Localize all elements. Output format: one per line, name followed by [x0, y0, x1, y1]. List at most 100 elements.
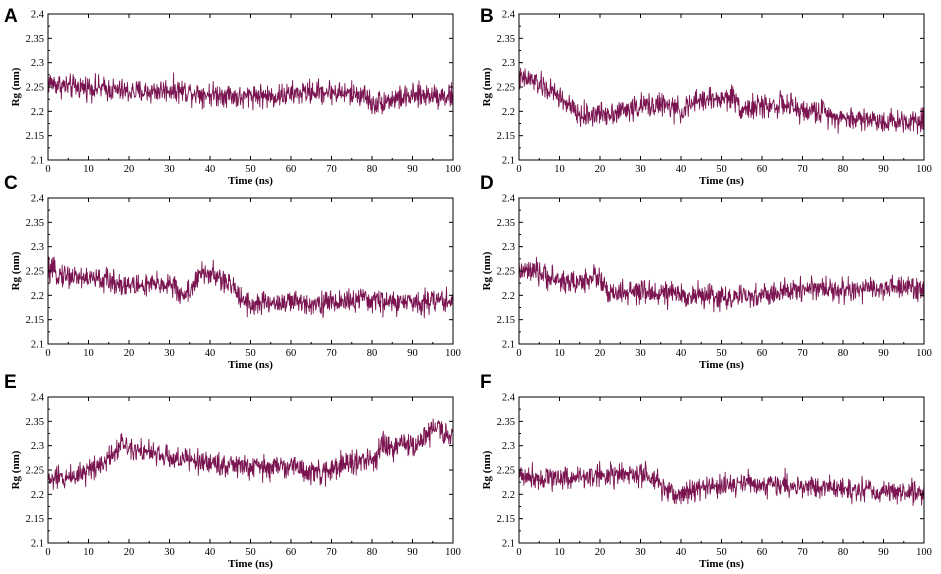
- y-axis-title: Rg (nm): [10, 450, 22, 489]
- y-tick-label: 2.35: [497, 34, 515, 45]
- x-tick-label: 80: [367, 164, 378, 175]
- y-tick-label: 2.35: [497, 417, 515, 428]
- y-tick-label: 2.3: [502, 242, 515, 253]
- x-tick-label: 10: [554, 348, 565, 359]
- y-tick-label: 2.2: [502, 107, 515, 118]
- x-tick-label: 40: [676, 164, 687, 175]
- y-tick-label: 2.1: [31, 156, 44, 167]
- x-tick-label: 20: [595, 547, 606, 558]
- y-tick-label: 2.15: [26, 514, 44, 525]
- x-tick-label: 50: [716, 547, 727, 558]
- y-tick-label: 2.2: [31, 107, 44, 118]
- y-tick-label: 2.25: [26, 267, 44, 278]
- x-tick-label: 100: [916, 164, 932, 175]
- x-axis-title: Time (ns): [699, 558, 744, 570]
- x-tick-label: 20: [124, 164, 135, 175]
- x-tick-label: 40: [676, 348, 687, 359]
- y-tick-label: 2.25: [26, 466, 44, 477]
- panel-letter-d: D: [480, 173, 494, 194]
- x-tick-label: 100: [916, 348, 932, 359]
- y-tick-label: 2.25: [497, 466, 515, 477]
- y-tick-label: 2.4: [31, 194, 45, 205]
- x-tick-label: 90: [878, 547, 889, 558]
- x-tick-label: 60: [757, 164, 768, 175]
- x-tick-label: 90: [407, 547, 418, 558]
- x-tick-label: 10: [83, 547, 94, 558]
- x-tick-label: 100: [445, 547, 461, 558]
- x-tick-label: 40: [205, 164, 216, 175]
- x-tick-label: 80: [838, 348, 849, 359]
- x-tick-label: 60: [757, 348, 768, 359]
- rg-series-line: [47, 256, 454, 319]
- rg-series-line: [518, 67, 925, 135]
- x-tick-label: 10: [554, 164, 565, 175]
- panel-letter-b: B: [480, 6, 494, 27]
- plot-frame: [518, 197, 925, 345]
- x-tick-label: 20: [124, 348, 135, 359]
- x-tick-label: 100: [916, 547, 932, 558]
- x-tick-label: 80: [367, 348, 378, 359]
- x-tick-label: 40: [676, 547, 687, 558]
- x-tick-label: 10: [83, 348, 94, 359]
- y-tick-label: 2.25: [497, 83, 515, 94]
- panel-letter-a: A: [4, 6, 18, 27]
- y-tick-label: 2.1: [502, 156, 515, 167]
- y-tick-label: 2.35: [497, 218, 515, 229]
- y-tick-label: 2.35: [26, 218, 44, 229]
- x-tick-label: 80: [367, 547, 378, 558]
- plot-frame: [518, 13, 925, 161]
- x-axis-title: Time (ns): [228, 175, 273, 187]
- rg-series-line: [518, 460, 925, 507]
- x-tick-label: 70: [797, 547, 808, 558]
- x-tick-label: 60: [286, 164, 297, 175]
- x-tick-label: 0: [45, 348, 50, 359]
- rg-series-line: [47, 418, 454, 490]
- panel-letter-e: E: [4, 372, 17, 393]
- x-tick-label: 100: [445, 164, 461, 175]
- y-tick-label: 2.3: [31, 441, 44, 452]
- y-axis-title: Rg (nm): [481, 251, 493, 290]
- y-tick-label: 2.1: [502, 539, 515, 550]
- x-tick-label: 30: [164, 164, 175, 175]
- x-tick-label: 0: [516, 164, 521, 175]
- plot-frame: [47, 197, 454, 345]
- x-tick-label: 0: [516, 547, 521, 558]
- y-tick-label: 2.4: [31, 10, 45, 21]
- y-axis-title: Rg (nm): [481, 450, 493, 489]
- y-tick-label: 2.4: [502, 393, 516, 404]
- x-tick-label: 40: [205, 547, 216, 558]
- x-tick-label: 20: [595, 348, 606, 359]
- y-tick-label: 2.15: [26, 315, 44, 326]
- y-tick-label: 2.4: [502, 10, 516, 21]
- y-tick-label: 2.15: [497, 131, 515, 142]
- y-tick-label: 2.15: [497, 514, 515, 525]
- x-tick-label: 0: [45, 164, 50, 175]
- panel-letter-c: C: [4, 173, 18, 194]
- x-tick-label: 30: [635, 547, 646, 558]
- x-axis-title: Time (ns): [228, 558, 273, 570]
- x-tick-label: 70: [797, 348, 808, 359]
- x-axis-title: Time (ns): [228, 359, 273, 371]
- x-tick-label: 30: [635, 164, 646, 175]
- x-tick-label: 50: [245, 348, 256, 359]
- x-tick-label: 70: [326, 164, 337, 175]
- y-tick-label: 2.4: [502, 194, 516, 205]
- y-tick-label: 2.15: [26, 131, 44, 142]
- y-axis-title: Rg (nm): [10, 251, 22, 290]
- panel-f: F 0 10 20 30 40 50 60 70 80 90 100 2.1 2.15 2.2 2.25 2.3…: [480, 372, 932, 570]
- x-tick-label: 20: [595, 164, 606, 175]
- x-tick-label: 70: [797, 164, 808, 175]
- y-tick-label: 2.15: [497, 315, 515, 326]
- y-tick-label: 2.25: [497, 267, 515, 278]
- y-axis-title: Rg (nm): [10, 67, 22, 106]
- y-tick-label: 2.2: [502, 490, 515, 501]
- x-tick-label: 10: [83, 164, 94, 175]
- panel-e: E 0 10 20 30 40 50 60 70 80 90 100 2.1 2.15 2.2 2.25 2.3…: [4, 372, 461, 570]
- y-tick-label: 2.35: [26, 417, 44, 428]
- y-tick-label: 2.3: [502, 441, 515, 452]
- y-tick-label: 2.3: [502, 58, 515, 69]
- x-tick-label: 90: [407, 164, 418, 175]
- panels: A0 10 20 30 40 50 60 70 80 90 1002.12.152.22.252.3…: [4, 6, 932, 570]
- x-tick-label: 80: [838, 164, 849, 175]
